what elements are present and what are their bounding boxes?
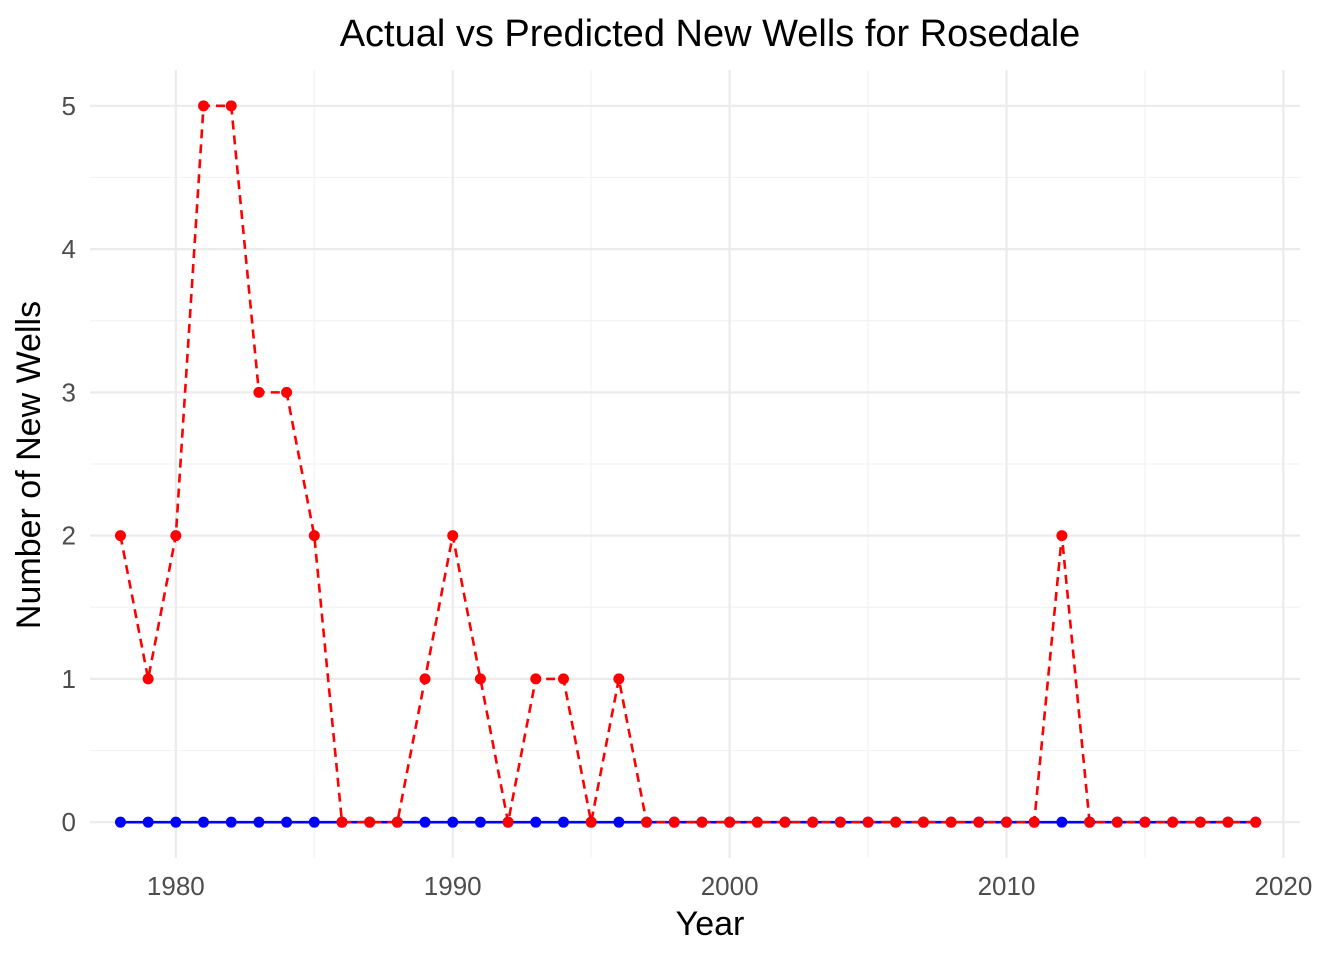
series-1-point: [447, 816, 459, 828]
series-2-point: [724, 816, 736, 828]
series-1-point: [419, 816, 431, 828]
series-1-point: [1056, 816, 1068, 828]
series-1-point: [225, 816, 237, 828]
y-tick-label: 4: [62, 234, 76, 264]
series-1-point: [281, 816, 293, 828]
series-1-point: [198, 816, 210, 828]
y-tick-label: 3: [62, 377, 76, 407]
series-2-point: [557, 673, 569, 685]
series-1-point: [142, 816, 154, 828]
series-2-point: [530, 673, 542, 685]
series-2-point: [253, 386, 265, 398]
series-2-point: [945, 816, 957, 828]
series-2-point: [474, 673, 486, 685]
series-2-point: [1028, 816, 1040, 828]
series-1-point: [253, 816, 265, 828]
series-1-point: [557, 816, 569, 828]
series-2-point: [1139, 816, 1151, 828]
series-2-point: [447, 530, 459, 542]
series-1-point: [613, 816, 625, 828]
series-2-point: [198, 100, 210, 112]
series-2-point: [973, 816, 985, 828]
series-2-point: [668, 816, 680, 828]
y-axis-title: Number of New Wells: [10, 301, 48, 629]
series-2-point: [1250, 816, 1262, 828]
series-2-point: [613, 673, 625, 685]
y-tick-label: 0: [62, 807, 76, 837]
series-2-point: [1222, 816, 1234, 828]
series-2-point: [364, 816, 376, 828]
series-2-point: [696, 816, 708, 828]
x-tick-labels: 1980 1990 2000 2010 2020: [147, 871, 1312, 901]
series-2-point: [779, 816, 791, 828]
series-2-point: [751, 816, 763, 828]
x-tick-label: 2000: [701, 871, 759, 901]
chart-title: Actual vs Predicted New Wells for Roseda…: [340, 13, 1081, 55]
series-2-point: [1111, 816, 1123, 828]
series-2-point: [1000, 816, 1012, 828]
series-1-point: [170, 816, 182, 828]
x-tick-label: 1990: [424, 871, 482, 901]
series-2-point: [834, 816, 846, 828]
grid-major: [90, 70, 1300, 858]
series-2-point: [225, 100, 237, 112]
series-2-point: [142, 673, 154, 685]
y-tick-label: 2: [62, 521, 76, 551]
series-2-point: [336, 816, 348, 828]
y-tick-labels: 0 1 2 3 4 5: [62, 91, 76, 837]
series-1-point: [530, 816, 542, 828]
series-2-point: [419, 673, 431, 685]
series-1-point: [308, 816, 320, 828]
y-tick-label: 1: [62, 664, 76, 694]
series-1-point: [114, 816, 126, 828]
series-layer: [114, 100, 1262, 828]
x-tick-label: 1980: [147, 871, 205, 901]
x-axis-title: Year: [676, 905, 745, 943]
series-2-point: [502, 816, 514, 828]
series-2-point: [170, 530, 182, 542]
series-2-point: [862, 816, 874, 828]
series-2-point: [641, 816, 653, 828]
series-2-point: [585, 816, 597, 828]
series-2-point: [308, 530, 320, 542]
x-tick-label: 2020: [1254, 871, 1312, 901]
grid-minor: [90, 70, 1300, 858]
series-1-point: [474, 816, 486, 828]
series-2-point: [281, 386, 293, 398]
series-2-point: [1194, 816, 1206, 828]
series-2-point: [917, 816, 929, 828]
y-tick-label: 5: [62, 91, 76, 121]
series-2-point: [391, 816, 403, 828]
series-2-point: [807, 816, 819, 828]
series-2-point: [890, 816, 902, 828]
series-2-point: [1167, 816, 1179, 828]
series-line-2: [119, 104, 1256, 824]
series-2-point: [1056, 530, 1068, 542]
series-2-point: [114, 530, 126, 542]
x-tick-label: 2010: [978, 871, 1036, 901]
series-2-point: [1084, 816, 1096, 828]
